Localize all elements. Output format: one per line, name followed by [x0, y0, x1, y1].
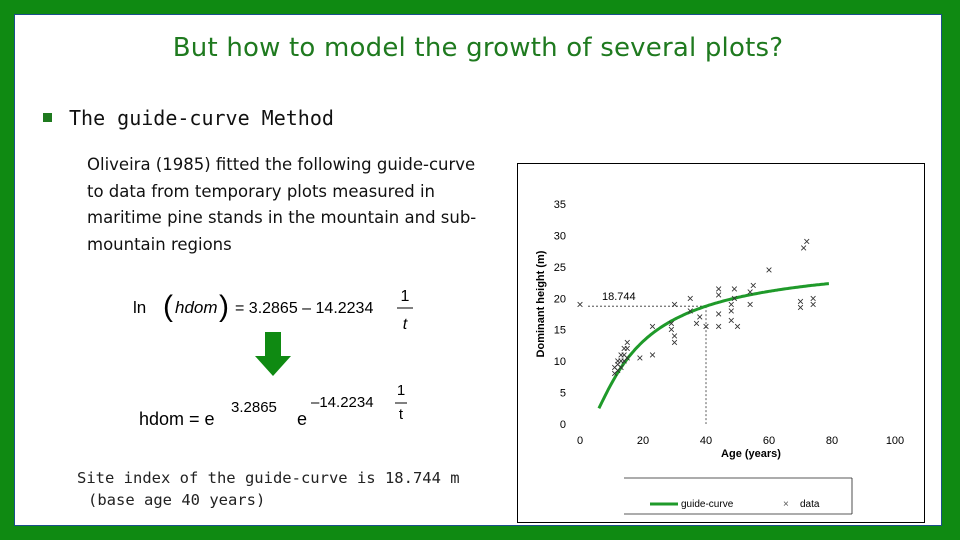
eq2-denominator: t: [399, 406, 404, 423]
data-point: ×: [621, 354, 628, 368]
description-paragraph: Oliveira (1985) fitted the following gui…: [87, 155, 477, 254]
data-point: ×: [624, 335, 631, 349]
data-point: ×: [803, 235, 810, 249]
data-point: ×: [797, 301, 804, 315]
down-arrow-icon: [255, 332, 291, 376]
data-point: ×: [576, 298, 583, 312]
data-point: ×: [614, 364, 621, 378]
y-axis-label: Dominant height (m): [535, 250, 547, 357]
data-point: ×: [617, 354, 624, 368]
data-point: ×: [621, 348, 628, 362]
bullet-square-icon: [43, 113, 52, 122]
data-point: ×: [734, 320, 741, 334]
data-point: ×: [624, 342, 631, 356]
data-point: ×: [715, 282, 722, 296]
eq2-exponent-1: 3.2865: [231, 399, 277, 416]
y-tick-label: 5: [560, 388, 566, 400]
data-point: ×: [810, 298, 817, 312]
data-point: ×: [696, 310, 703, 324]
x-tick-label: 20: [637, 435, 649, 447]
data-point: ×: [731, 282, 738, 296]
data-point: ×: [668, 316, 675, 330]
legend-data-label: data: [800, 499, 820, 510]
data-point: ×: [702, 320, 709, 334]
bullet-heading: The guide-curve Method: [69, 106, 334, 130]
y-tick-label: 25: [554, 262, 566, 274]
eq1-denominator: t: [403, 316, 408, 333]
data-point: ×: [614, 357, 621, 371]
data-point: ×: [797, 294, 804, 308]
data-point: ×: [747, 298, 754, 312]
data-point: ×: [750, 279, 757, 293]
x-tick-label: 60: [763, 435, 775, 447]
data-point: ×: [649, 320, 656, 334]
slide: But how to model the growth of several p…: [14, 14, 942, 526]
eq1-close-paren: ): [219, 290, 229, 323]
site-index-text: Site index of the guide-curve is 18.744 …: [77, 469, 460, 487]
data-point: ×: [715, 320, 722, 334]
data-point: ×: [728, 304, 735, 318]
slide-title: But how to model the growth of several p…: [172, 33, 784, 63]
legend: guide-curve × data: [624, 477, 853, 515]
data-point: ×: [810, 291, 817, 305]
guide-curve-line: [597, 282, 829, 409]
legend-curve-label: guide-curve: [681, 499, 734, 510]
data-point: ×: [671, 329, 678, 343]
data-point: ×: [747, 285, 754, 299]
y-tick-label: 15: [554, 325, 566, 337]
data-point: ×: [624, 351, 631, 365]
data-point: ×: [611, 367, 618, 381]
data-point: ×: [800, 241, 807, 255]
x-axis-label: Age (years): [721, 448, 781, 460]
x-tick-label: 80: [826, 435, 838, 447]
data-point: ×: [728, 298, 735, 312]
data-point: ×: [765, 263, 772, 277]
y-tick-label: 30: [554, 230, 566, 242]
chart-container: 0 20 40 60 80 100 0 5 10 15 20 25 30 35 × × × × × × × × × × × × ×…: [517, 163, 925, 523]
data-point: ×: [687, 291, 694, 305]
base-age-text: (base age 40 years): [88, 491, 266, 509]
annotation-label: 18.744: [602, 291, 636, 303]
y-tick-label: 10: [554, 356, 566, 368]
equation-log-form: ln ( hdom ) = 3.2865 – 14.2234 1 t: [133, 288, 413, 333]
y-tick-label: 35: [554, 199, 566, 211]
x-tick-label: 100: [886, 435, 904, 447]
data-point: ×: [617, 360, 624, 374]
data-point: ×: [715, 307, 722, 321]
data-point: ×: [611, 360, 618, 374]
eq1-ln: ln: [133, 298, 146, 317]
data-point: ×: [617, 348, 624, 362]
eq2-second-e: e: [297, 409, 307, 429]
data-point: ×: [731, 291, 738, 305]
legend-data-marker: ×: [783, 499, 789, 510]
x-tick-label: 40: [700, 435, 712, 447]
eq2-lhs: hdom = e: [139, 409, 215, 429]
x-tick-label: 0: [577, 435, 583, 447]
data-point: ×: [671, 335, 678, 349]
data-point: ×: [668, 323, 675, 337]
data-point: ×: [693, 316, 700, 330]
eq1-variable: hdom: [175, 298, 218, 317]
eq1-open-paren: (: [163, 290, 173, 323]
data-point: ×: [671, 298, 678, 312]
data-point: ×: [728, 313, 735, 327]
y-tick-label: 0: [560, 419, 566, 431]
data-point: ×: [687, 304, 694, 318]
eq2-numerator: 1: [397, 382, 405, 399]
y-tick-label: 20: [554, 293, 566, 305]
eq1-rhs: = 3.2865 – 14.2234: [235, 300, 373, 317]
data-point: ×: [649, 348, 656, 362]
data-point: ×: [614, 354, 621, 368]
eq2-exponent-2: –14.2234: [311, 394, 374, 411]
equation-exponential-form: hdom = e 3.2865 e –14.2234 1 t: [139, 382, 407, 429]
eq1-numerator: 1: [401, 288, 410, 305]
data-point: ×: [621, 342, 628, 356]
data-point: ×: [636, 351, 643, 365]
data-point: ×: [715, 288, 722, 302]
